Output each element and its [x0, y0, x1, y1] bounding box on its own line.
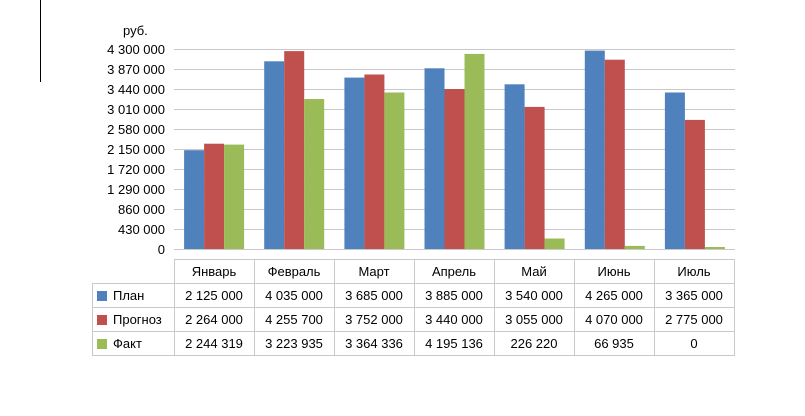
value-cell: 2 264 000: [173, 307, 255, 332]
y-axis-label: руб.: [123, 23, 148, 38]
bar-Факт: [624, 245, 645, 249]
y-tick-label: 3 010 000: [107, 102, 165, 117]
bar-Прогноз: [204, 143, 225, 249]
y-tick-label: 3 870 000: [107, 62, 165, 77]
category-label: Январь: [173, 259, 255, 284]
y-tick-label: 430 000: [118, 222, 165, 237]
y-tick-label: 1 290 000: [107, 182, 165, 197]
series-name: План: [113, 288, 145, 303]
category-label: Май: [493, 259, 575, 284]
value-cell: 3 752 000: [333, 307, 415, 332]
bar-Прогноз: [684, 119, 705, 250]
bar-Факт: [704, 247, 725, 249]
value-cell: 4 195 136: [413, 331, 495, 356]
table-row: Прогноз 2 264 000 4 255 700 3 752 000 3 440 …: [92, 307, 735, 332]
value-cell: 2 775 000: [653, 307, 735, 332]
value-cell: 66 935: [573, 331, 655, 356]
y-tick-label: 4 300 000: [107, 42, 165, 57]
value-cell: 4 265 000: [573, 283, 655, 308]
value-cell: 0: [653, 331, 735, 356]
y-tick-label: 0: [158, 242, 165, 257]
category-label: Февраль: [253, 259, 335, 284]
bar-Факт: [544, 238, 565, 249]
bar-План: [424, 68, 445, 249]
bar-chart: 0 430 000 860 000 1 290 000 1 720 000 2 150 0…: [107, 23, 735, 257]
table-corner-cell: [92, 259, 175, 284]
bar-План: [664, 92, 685, 249]
value-cell: 3 540 000: [493, 283, 575, 308]
y-tick-label: 2 580 000: [107, 122, 165, 137]
table-row: Факт 2 244 319 3 223 935 3 364 336 4 195 136…: [92, 331, 735, 356]
bar-План: [584, 50, 605, 249]
bars: [184, 50, 725, 250]
value-cell: 2 125 000: [173, 283, 255, 308]
bar-Прогноз: [444, 89, 465, 249]
legend-key: [97, 291, 107, 301]
value-cell: 3 055 000: [493, 307, 575, 332]
category-label: Апрель: [413, 259, 495, 284]
legend-key: [97, 315, 107, 325]
value-cell: 3 885 000: [413, 283, 495, 308]
bar-Прогноз: [284, 51, 305, 249]
series-legend-cell: План: [92, 283, 175, 308]
value-cell: 3 685 000: [333, 283, 415, 308]
value-cell: 3 364 336: [333, 331, 415, 356]
category-label: Июль: [653, 259, 735, 284]
y-tick-label: 2 150 000: [107, 142, 165, 157]
value-cell: 3 365 000: [653, 283, 735, 308]
series-name: Прогноз: [113, 312, 162, 327]
bar-Прогноз: [524, 106, 545, 250]
bar-Факт: [224, 144, 245, 249]
series-legend-cell: Факт: [92, 331, 175, 356]
table-row: План 2 125 000 4 035 000 3 685 000 3 885 000…: [92, 283, 735, 308]
legend-key: [97, 339, 107, 349]
y-axis-ticks: 0 430 000 860 000 1 290 000 1 720 000 2 150 0…: [107, 42, 165, 257]
data-table: Январь Февраль Март Апрель Май Июнь Июль План 2 …: [92, 259, 735, 356]
category-label: Июнь: [573, 259, 655, 284]
y-tick-label: 1 720 000: [107, 162, 165, 177]
bar-План: [264, 61, 285, 249]
y-tick-label: 3 440 000: [107, 82, 165, 97]
value-cell: 3 223 935: [253, 331, 335, 356]
bar-План: [184, 150, 205, 249]
value-cell: 3 440 000: [413, 307, 495, 332]
category-label: Март: [333, 259, 415, 284]
bar-Факт: [384, 92, 405, 249]
bar-Факт: [464, 53, 485, 250]
value-cell: 4 070 000: [573, 307, 655, 332]
value-cell: 4 035 000: [253, 283, 335, 308]
value-cell: 226 220: [493, 331, 575, 356]
bar-План: [504, 84, 525, 249]
bar-Факт: [304, 99, 325, 249]
left-edge-line: [40, 0, 41, 82]
bar-План: [344, 77, 365, 249]
bar-Прогноз: [604, 59, 625, 250]
series-legend-cell: Прогноз: [92, 307, 175, 332]
table-header-row: Январь Февраль Март Апрель Май Июнь Июль: [92, 259, 735, 284]
value-cell: 4 255 700: [253, 307, 335, 332]
y-tick-label: 860 000: [118, 202, 165, 217]
series-name: Факт: [113, 336, 142, 351]
value-cell: 2 244 319: [173, 331, 255, 356]
bar-Прогноз: [364, 74, 385, 249]
